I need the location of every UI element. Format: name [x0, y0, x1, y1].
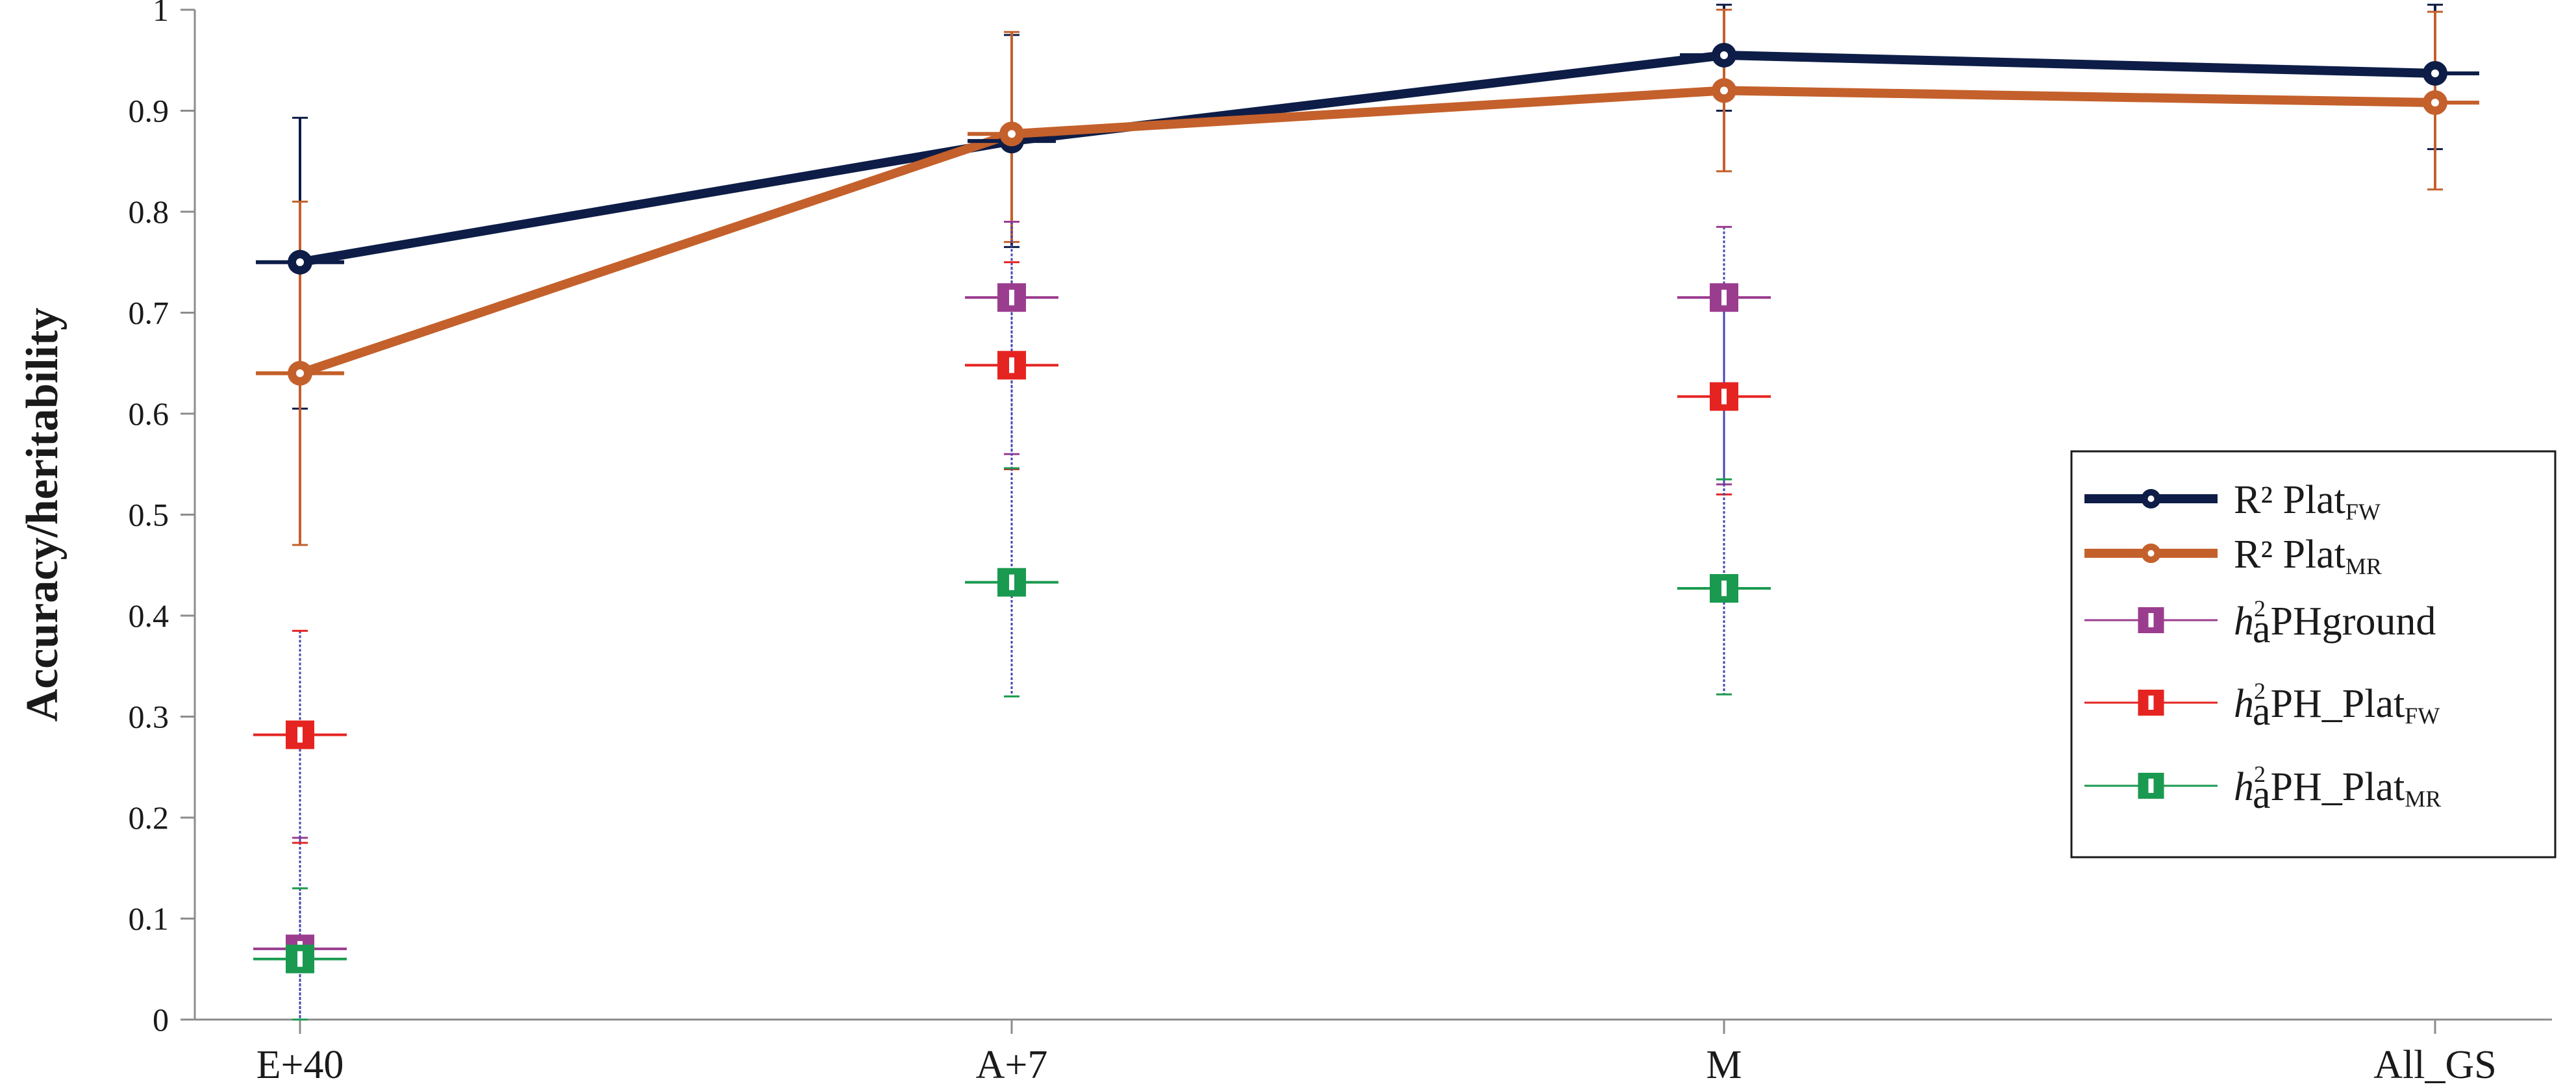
point-center-h2_ph_plat_fw	[1721, 388, 1727, 405]
y-tick-label: 0.4	[129, 597, 169, 634]
legend-subscript: FW	[2405, 703, 2440, 729]
legend-label-h2_phground: h2aPHground	[2234, 596, 2436, 651]
legend-label-h2_ph_plat_fw: h2aPH_PlatFW	[2234, 678, 2440, 734]
legend-subscript: MR	[2405, 786, 2441, 812]
legend-label-r2_plat_fw: R² PlatFW	[2234, 478, 2381, 525]
point-center-h2_ph_plat_mr	[1721, 581, 1727, 597]
legend-main-text: R² Plat	[2234, 478, 2345, 522]
legend-main-text: PHground	[2271, 599, 2436, 644]
h2-superscript: 2	[2254, 761, 2266, 787]
legend-label-h2_ph_plat_mr: h2aPH_PlatMR	[2234, 761, 2441, 817]
point-center-r2_plat_mr	[2431, 99, 2439, 107]
h2-symbol: h	[2234, 765, 2254, 809]
h2-symbol: h	[2234, 682, 2254, 726]
y-tick-label: 0.1	[129, 901, 169, 937]
legend-marker-center-h2_ph_plat_fw	[2148, 696, 2154, 710]
series-lines	[298, 50, 2436, 378]
y-tick-label: 1	[153, 0, 169, 28]
y-axis-label: Accuracy/heritability	[18, 308, 68, 722]
x-tick-label: E+40	[256, 1043, 344, 1087]
point-center-h2_ph_plat_mr	[1009, 574, 1014, 590]
h2-subscript: a	[2253, 773, 2271, 817]
x-tick-label: M	[1706, 1043, 1742, 1087]
x-tick-label: A+7	[976, 1043, 1048, 1087]
point-center-h2_ph_plat_fw	[297, 727, 303, 743]
legend-subscript: FW	[2345, 499, 2381, 525]
point-center-h2_ph_plat_fw	[1009, 357, 1014, 373]
y-tick-label: 0.7	[129, 295, 169, 331]
y-tick-label: 0.9	[129, 93, 169, 129]
legend-marker-center-r2_plat_fw	[2147, 495, 2155, 502]
point-center-h2_phground	[1721, 290, 1727, 306]
y-tick-label: 0.5	[129, 497, 169, 533]
y-tick-label: 0.6	[129, 395, 169, 432]
legend-marker-center-h2_ph_plat_mr	[2148, 779, 2154, 793]
legend-label-r2_plat_mr: R² PlatMR	[2234, 533, 2382, 579]
point-center-r2_plat_mr	[1720, 86, 1728, 95]
point-center-h2_ph_plat_mr	[297, 951, 303, 967]
y-tick-label: 0.3	[129, 699, 169, 735]
legend-subscript: MR	[2345, 553, 2382, 579]
point-center-r2_plat_fw	[1720, 51, 1728, 59]
series-line-r2_plat_mr	[298, 86, 2436, 378]
h2-superscript: 2	[2254, 678, 2266, 704]
point-center-r2_plat_mr	[296, 369, 304, 377]
series-markers	[253, 42, 2479, 973]
h2-superscript: 2	[2254, 596, 2266, 621]
h2-symbol: h	[2234, 599, 2254, 644]
point-center-r2_plat_mr	[1008, 130, 1016, 138]
axes: 0 0.1 0.2 0.3 0.4 0.5 0.6 0.7 0.8 0.9 1 E+40 A+7 M All…	[129, 0, 2552, 1087]
legend-marker-center-r2_plat_mr	[2147, 550, 2155, 557]
series-line-r2_plat_fw	[299, 50, 2436, 267]
legend-marker-center-h2_phground	[2148, 613, 2154, 627]
h2-subscript: a	[2253, 690, 2271, 734]
legend-main-text: PH_Plat	[2271, 765, 2405, 809]
y-tick-label: 0	[153, 1001, 169, 1038]
y-tick-label: 0.2	[129, 799, 169, 836]
y-tick-label: 0.8	[129, 194, 169, 230]
legend-main-text: PH_Plat	[2271, 682, 2405, 726]
legend-main-text: R² Plat	[2234, 533, 2345, 577]
point-center-r2_plat_fw	[2431, 69, 2439, 77]
point-center-h2_phground	[1009, 290, 1014, 306]
x-tick-label: All_GS	[2373, 1043, 2496, 1087]
point-center-r2_plat_fw	[296, 258, 304, 266]
h2-subscript: a	[2253, 607, 2271, 651]
